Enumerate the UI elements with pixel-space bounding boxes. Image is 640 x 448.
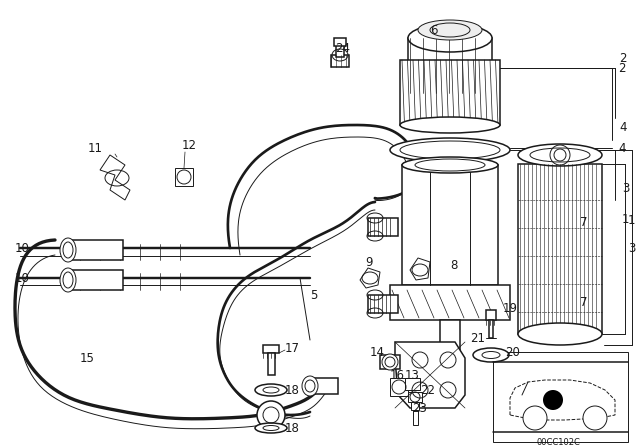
Bar [331,55,349,67]
Text: 17: 17 [285,341,300,354]
Text: 7: 7 [580,215,588,228]
Text: 3: 3 [622,181,630,195]
Text: 6: 6 [430,23,438,36]
Text: 4: 4 [618,142,625,155]
Bar [408,392,422,402]
Text: 15: 15 [80,352,95,365]
Ellipse shape [390,138,510,162]
Text: 23: 23 [412,401,427,414]
Text: 10: 10 [15,241,30,254]
Bar [411,402,419,410]
Polygon shape [410,258,430,280]
Text: 21: 21 [470,332,485,345]
Bar [489,320,493,338]
Text: 18: 18 [285,422,300,435]
Text: 8: 8 [450,258,458,271]
Text: 19: 19 [503,302,518,314]
Circle shape [583,406,607,430]
Bar [68,240,123,260]
Text: 7: 7 [580,296,588,309]
Bar [405,378,420,390]
Ellipse shape [408,24,492,52]
Ellipse shape [418,20,482,40]
Circle shape [257,401,285,429]
Ellipse shape [60,238,76,262]
Ellipse shape [473,348,509,362]
Ellipse shape [255,423,287,433]
Text: 11: 11 [88,142,103,155]
Text: 10: 10 [15,271,30,284]
Text: 1: 1 [628,214,636,227]
Bar [175,168,193,186]
Bar [368,218,398,236]
Text: 22: 22 [420,383,435,396]
Bar [380,355,400,369]
Text: 3: 3 [628,241,636,254]
Ellipse shape [400,117,500,133]
Text: 4: 4 [620,121,627,134]
Text: 18: 18 [285,383,300,396]
Text: 9: 9 [365,255,372,268]
Bar [263,345,279,353]
Text: 12: 12 [182,138,197,151]
Polygon shape [395,342,465,408]
Bar [390,285,510,320]
Ellipse shape [382,354,398,370]
Text: 13: 13 [405,369,420,382]
Bar [400,60,500,125]
Circle shape [523,406,547,430]
Bar [68,270,123,290]
Bar [413,410,418,425]
Bar [310,378,338,394]
Bar [408,38,492,93]
Text: 1: 1 [622,213,630,226]
Polygon shape [360,268,380,288]
Text: 5: 5 [310,289,317,302]
Bar [493,352,628,442]
Bar [334,38,346,46]
Bar [268,353,275,375]
Bar [402,165,498,285]
Polygon shape [510,380,615,420]
Bar [486,310,496,320]
Ellipse shape [518,144,602,166]
Bar [518,164,602,334]
Ellipse shape [60,268,76,292]
Bar [336,45,344,57]
Text: 16: 16 [390,369,405,382]
Text: 2: 2 [620,52,627,65]
Text: 24: 24 [335,42,350,55]
Ellipse shape [302,376,318,396]
Polygon shape [100,155,130,200]
Ellipse shape [402,157,498,173]
Circle shape [543,390,563,410]
Text: 2: 2 [618,61,625,74]
Bar [390,378,408,396]
Bar [440,320,460,365]
Text: 14: 14 [370,345,385,358]
Text: 20: 20 [505,345,520,358]
Ellipse shape [255,384,287,396]
Text: 00CC102C: 00CC102C [536,438,580,447]
Ellipse shape [518,323,602,345]
Bar [368,295,398,313]
